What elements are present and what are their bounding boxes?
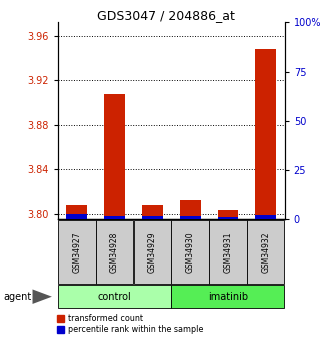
Bar [96,220,133,284]
Bar [247,220,284,284]
Text: GDS3047 / 204886_at: GDS3047 / 204886_at [97,9,234,22]
Polygon shape [32,289,52,304]
Bar [180,216,201,219]
Text: GSM34932: GSM34932 [261,231,270,273]
Text: imatinib: imatinib [208,292,248,302]
Bar [58,220,96,284]
Bar [142,205,163,219]
Bar [171,285,284,308]
Bar [67,205,87,219]
Text: GSM34930: GSM34930 [186,231,195,273]
Bar [134,220,171,284]
Legend: transformed count, percentile rank within the sample: transformed count, percentile rank withi… [55,313,205,336]
Bar [256,215,276,219]
Bar [142,216,163,219]
Bar [217,217,238,219]
Bar [67,214,87,219]
Text: GSM34931: GSM34931 [223,231,232,273]
Bar [104,93,125,219]
Bar [58,285,171,308]
Bar [171,220,209,284]
Text: GSM34928: GSM34928 [110,231,119,273]
Bar [104,216,125,219]
Bar [217,210,238,219]
Bar [209,220,247,284]
Bar [256,49,276,219]
Text: control: control [98,292,131,302]
Bar [180,200,201,219]
Text: GSM34929: GSM34929 [148,231,157,273]
Text: agent: agent [3,292,31,302]
Text: GSM34927: GSM34927 [72,231,81,273]
